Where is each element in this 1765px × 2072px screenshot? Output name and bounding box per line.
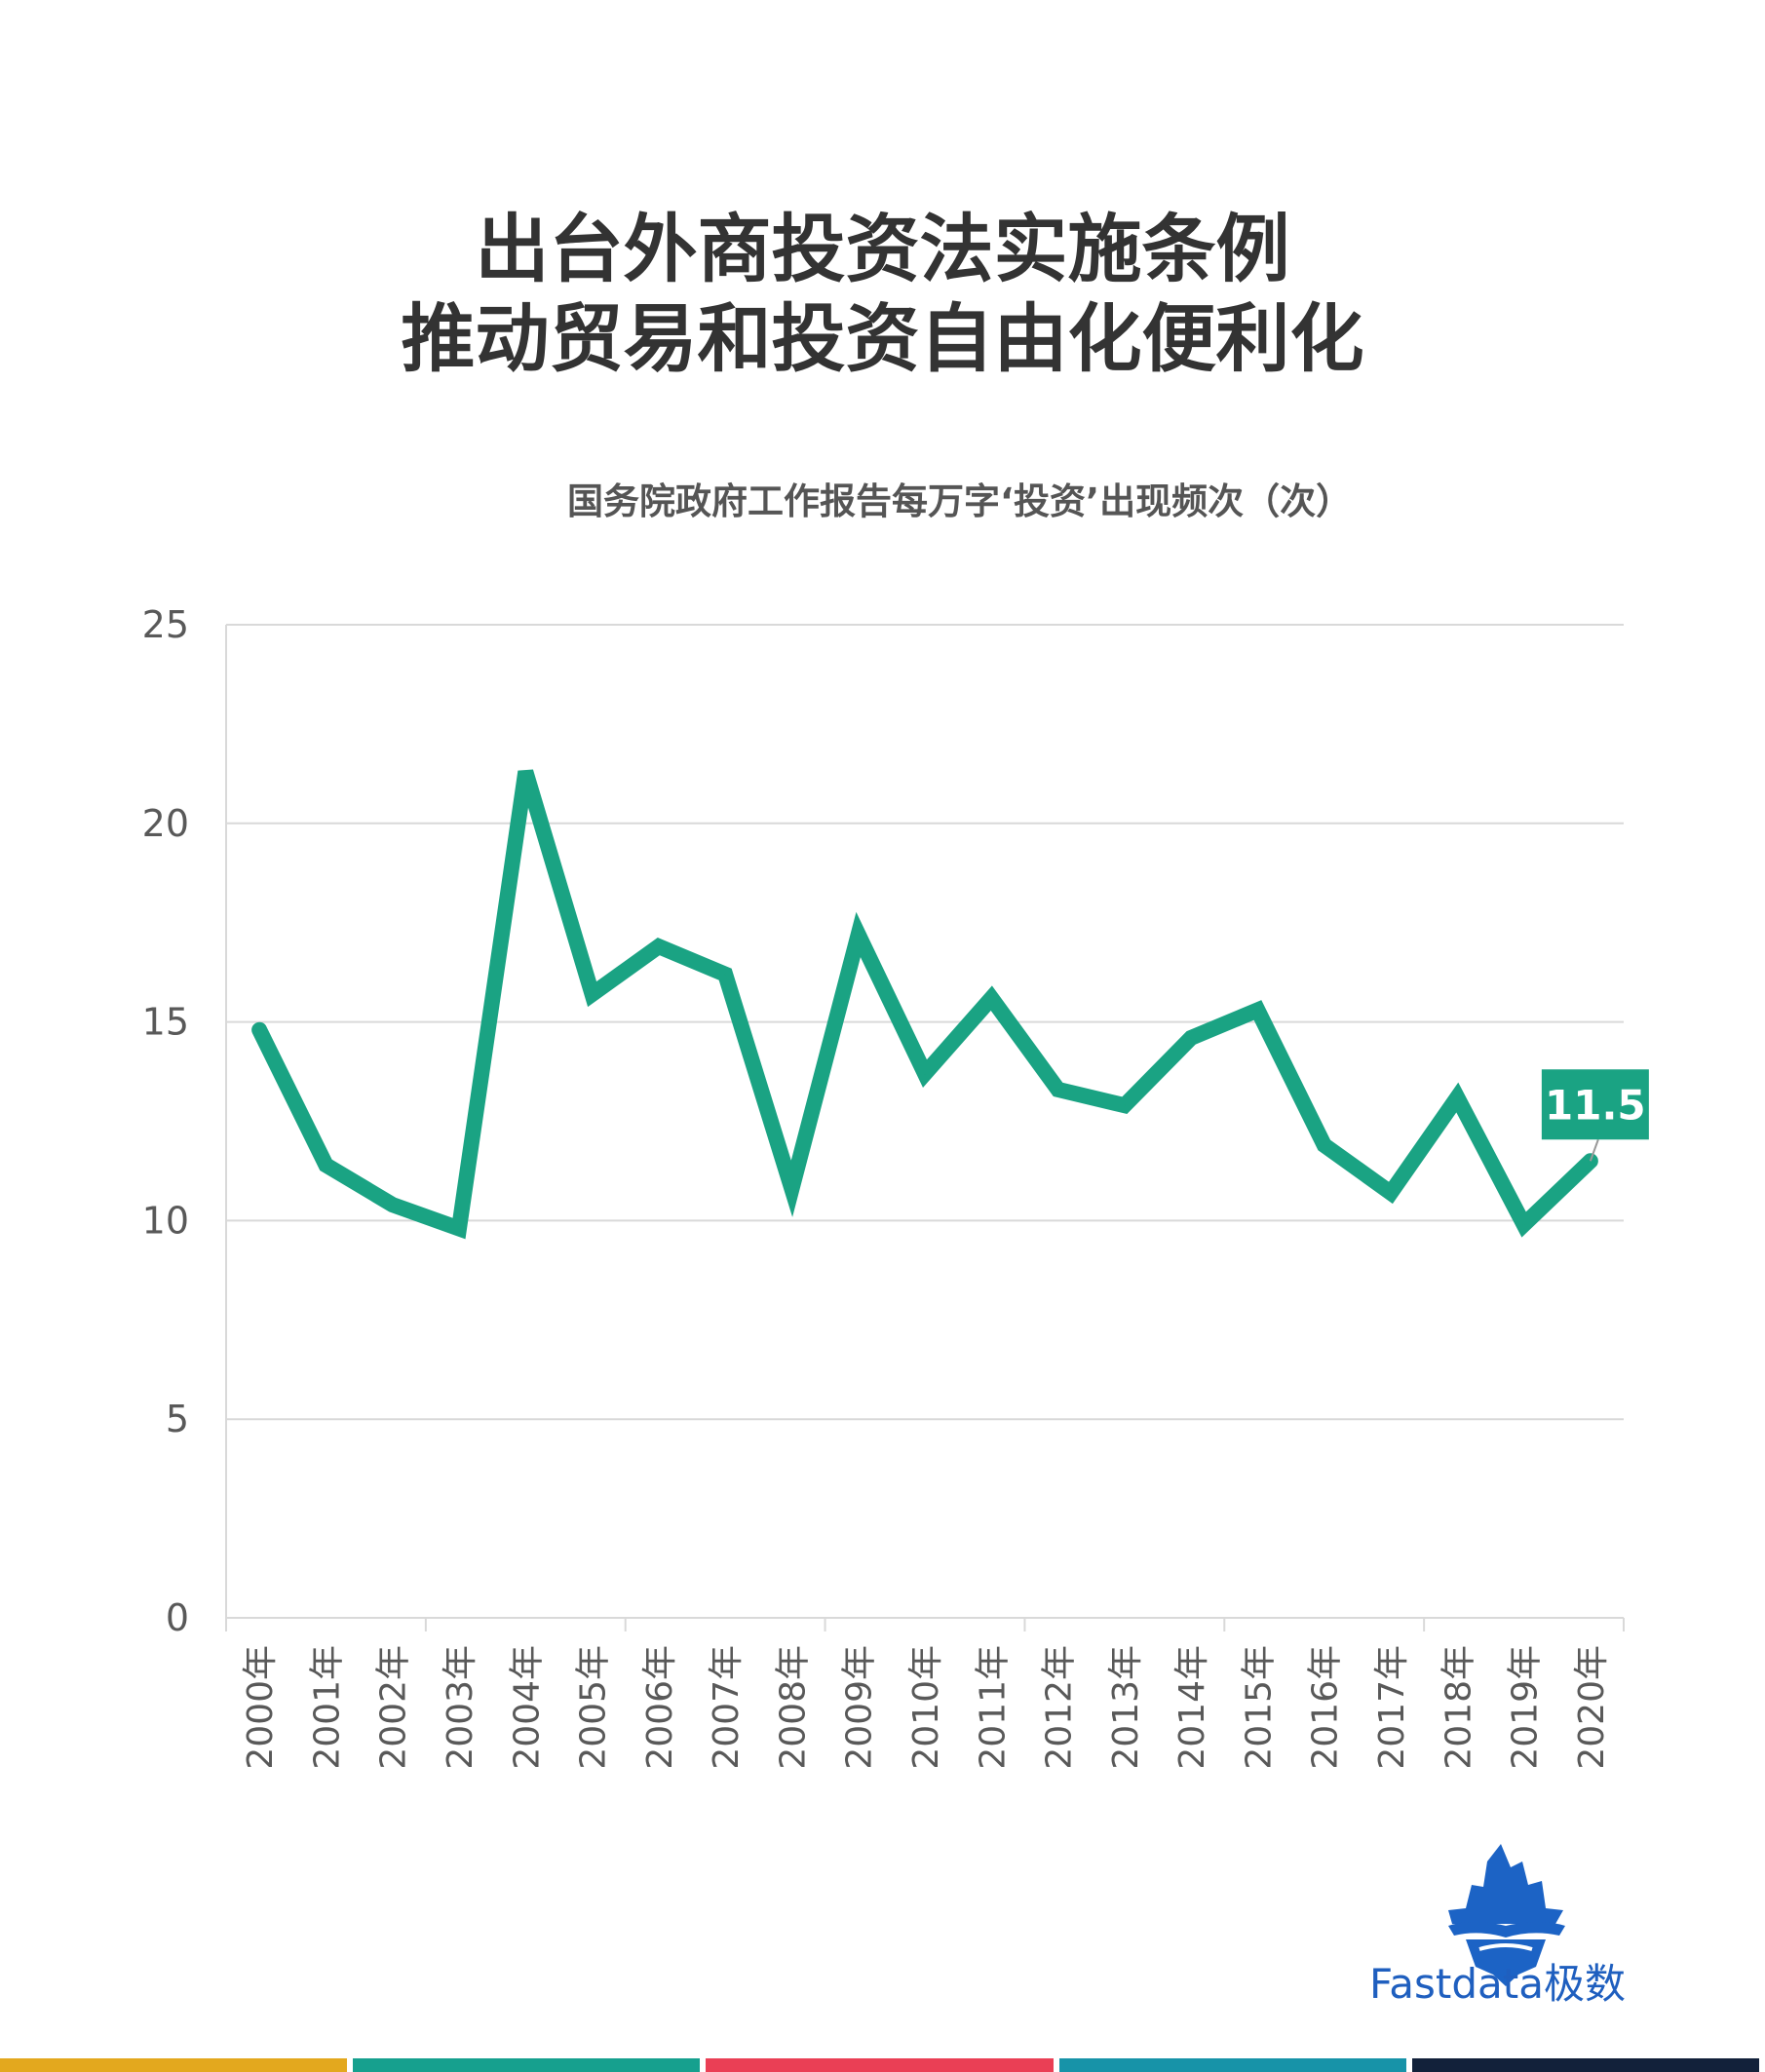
y-axis-ticks: 0 5 10 15 20 25 bbox=[142, 603, 189, 1639]
x-tick-label: 2005年 bbox=[574, 1645, 614, 1770]
x-tick-label: 2012年 bbox=[1040, 1645, 1080, 1770]
data-labels: 11.5 bbox=[1541, 1069, 1649, 1162]
x-tick-label: 2017年 bbox=[1372, 1645, 1412, 1770]
brand-name: Fastdata极数 bbox=[1369, 1960, 1626, 2008]
series-line bbox=[251, 769, 1598, 1240]
y-tick-label: 10 bbox=[142, 1199, 189, 1242]
x-tick-label: 2013年 bbox=[1106, 1645, 1146, 1770]
gridlines bbox=[226, 624, 1624, 1421]
x-tick-label: 2016年 bbox=[1306, 1645, 1346, 1770]
chart-title-line1: 出台外商投资法实施条例 bbox=[475, 206, 1290, 292]
x-tick-label: 2007年 bbox=[707, 1645, 747, 1770]
y-tick-label: 25 bbox=[142, 603, 189, 646]
data-label-leader bbox=[1589, 1138, 1599, 1162]
x-axis-ticks: 2000年 2001年 2002年 2003年 2004年 2005年 2006年 2007年… bbox=[241, 1645, 1612, 1770]
y-tick-label: 15 bbox=[142, 1001, 189, 1044]
data-point bbox=[591, 993, 594, 996]
x-tick-label: 2002年 bbox=[374, 1645, 414, 1770]
x-tick-label: 2015年 bbox=[1239, 1645, 1279, 1770]
x-tick-label: 2010年 bbox=[906, 1645, 946, 1770]
x-tick-label: 2004年 bbox=[507, 1645, 547, 1770]
data-label-box bbox=[1541, 1069, 1649, 1140]
chart-title-line2: 推动贸易和投资自由化便利化 bbox=[401, 295, 1364, 382]
x-tick-label: 2000年 bbox=[241, 1645, 281, 1770]
y-tick-label: 5 bbox=[166, 1398, 189, 1440]
y-tick-label: 0 bbox=[166, 1596, 189, 1639]
x-tick-label: 2018年 bbox=[1439, 1645, 1478, 1770]
data-point bbox=[325, 1164, 327, 1167]
x-tick-label: 2020年 bbox=[1572, 1645, 1612, 1770]
x-tick-label: 2003年 bbox=[441, 1645, 480, 1770]
data-point bbox=[1323, 1143, 1325, 1146]
y-tick-label: 20 bbox=[142, 802, 189, 845]
data-point bbox=[657, 945, 660, 948]
x-tick-label: 2014年 bbox=[1172, 1645, 1212, 1770]
x-tick-label: 2019年 bbox=[1506, 1645, 1546, 1770]
data-point bbox=[1190, 1036, 1193, 1039]
data-point bbox=[1390, 1191, 1392, 1194]
footer-stripe bbox=[1411, 2058, 1759, 2072]
x-tick-label: 2008年 bbox=[773, 1645, 813, 1770]
data-point bbox=[1522, 1223, 1525, 1226]
data-label: 11.5 bbox=[1545, 1081, 1646, 1129]
footer-stripe bbox=[353, 2058, 701, 2072]
data-point bbox=[458, 1227, 460, 1230]
data-point bbox=[724, 973, 727, 976]
x-tick-label: 2001年 bbox=[307, 1645, 347, 1770]
data-point bbox=[924, 1072, 926, 1075]
data-point bbox=[1456, 1096, 1459, 1099]
footer-stripe bbox=[706, 2058, 1054, 2072]
chart-subtitle: 国务院政府工作报告每万字‘投资’出现频次（次） bbox=[567, 480, 1353, 522]
x-tick-label: 2011年 bbox=[973, 1645, 1013, 1770]
data-point bbox=[1123, 1104, 1126, 1107]
iceberg-icon bbox=[1448, 1844, 1565, 1986]
series-layer bbox=[251, 769, 1598, 1240]
data-point bbox=[990, 997, 993, 1000]
footer-stripe bbox=[1058, 2058, 1406, 2072]
data-point bbox=[857, 933, 860, 936]
data-point bbox=[1056, 1088, 1059, 1091]
data-point bbox=[391, 1204, 394, 1207]
axes bbox=[225, 625, 1625, 1631]
x-tick-label: 2006年 bbox=[640, 1645, 680, 1770]
footer-stripe bbox=[0, 2058, 348, 2072]
data-point bbox=[524, 770, 527, 773]
data-point bbox=[790, 1187, 793, 1190]
data-point bbox=[258, 1028, 261, 1031]
x-tick-label: 2009年 bbox=[840, 1645, 880, 1770]
data-point bbox=[1256, 1009, 1259, 1012]
